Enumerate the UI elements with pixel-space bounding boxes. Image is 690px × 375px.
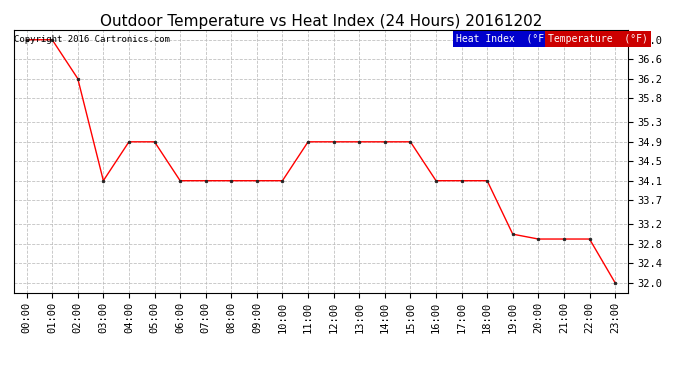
Title: Outdoor Temperature vs Heat Index (24 Hours) 20161202: Outdoor Temperature vs Heat Index (24 Ho… (99, 14, 542, 29)
Text: Heat Index  (°F): Heat Index (°F) (456, 34, 550, 44)
Text: Copyright 2016 Cartronics.com: Copyright 2016 Cartronics.com (14, 35, 170, 44)
Text: Temperature  (°F): Temperature (°F) (548, 34, 648, 44)
